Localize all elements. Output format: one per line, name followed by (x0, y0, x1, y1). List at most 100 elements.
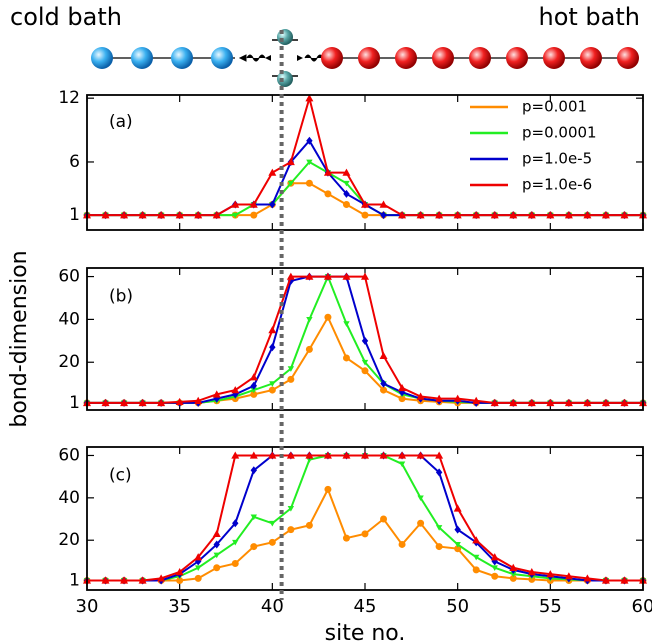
legend-label: p=1.0e-5 (522, 150, 592, 168)
marker (509, 211, 518, 219)
legend-label: p=0.001 (522, 98, 587, 116)
marker (323, 168, 332, 176)
marker (101, 398, 110, 407)
marker (564, 572, 573, 580)
marker (231, 200, 240, 208)
marker (175, 567, 184, 576)
marker (120, 398, 129, 407)
marker (212, 390, 221, 398)
marker (380, 386, 388, 394)
marker (305, 179, 313, 187)
marker (287, 375, 295, 383)
marker (343, 180, 350, 187)
y-tick-label: 1 (69, 393, 80, 413)
marker (453, 504, 462, 512)
x-tick-label: 30 (76, 596, 99, 617)
cold-bath-label: cold bath (10, 3, 122, 31)
y-tick-label: 60 (58, 445, 80, 465)
marker (416, 451, 425, 459)
marker (361, 200, 369, 208)
legend-label: p=0.0001 (522, 124, 597, 142)
marker (398, 461, 406, 468)
marker (527, 567, 536, 576)
marker (194, 574, 202, 582)
marker (342, 451, 351, 459)
marker (249, 451, 258, 459)
marker (379, 200, 388, 208)
marker (101, 576, 110, 584)
marker (305, 272, 314, 280)
marker (232, 519, 239, 528)
marker (249, 373, 258, 381)
marker (250, 211, 258, 219)
panel-label: (b) (109, 286, 133, 306)
marker (232, 212, 239, 219)
marker (361, 272, 369, 280)
marker (157, 574, 166, 582)
marker (306, 136, 313, 145)
marker (564, 211, 573, 219)
marker (269, 381, 276, 387)
marker (435, 211, 444, 219)
marker (583, 398, 592, 407)
hot-bath-label: hot bath (539, 3, 641, 31)
marker (342, 272, 351, 280)
y-tick-label: 1 (69, 205, 80, 225)
marker (416, 392, 425, 400)
marker (583, 211, 592, 219)
marker (138, 576, 147, 584)
marker (305, 521, 313, 529)
marker (583, 574, 592, 582)
marker (601, 576, 610, 584)
y-tick-label: 40 (58, 488, 80, 508)
marker (232, 539, 239, 546)
marker (306, 457, 313, 463)
marker (175, 211, 184, 219)
x-tick-label: 35 (168, 596, 191, 617)
marker (361, 451, 369, 459)
marker (212, 529, 221, 538)
marker (305, 451, 314, 459)
marker (323, 272, 332, 280)
marker (380, 379, 387, 388)
marker (361, 530, 369, 538)
plot-frame (86, 94, 644, 231)
marker (473, 554, 480, 561)
marker (305, 345, 313, 353)
marker (361, 336, 369, 345)
plot-frame (86, 267, 644, 411)
marker (268, 326, 277, 334)
marker (453, 394, 462, 402)
marker (231, 386, 240, 394)
marker (398, 395, 406, 403)
marker (342, 534, 350, 542)
marker (343, 321, 350, 327)
marker (490, 398, 499, 407)
marker (509, 574, 517, 582)
x-tick-label: 55 (539, 596, 562, 617)
series-line (87, 454, 643, 582)
marker (527, 211, 536, 219)
marker (620, 211, 629, 219)
marker (212, 211, 221, 219)
x-axis-label: site no. (325, 621, 406, 644)
marker (269, 520, 276, 527)
marker (250, 543, 258, 551)
y-axis-label: bond-dimension (7, 250, 32, 427)
marker (453, 211, 462, 219)
marker (510, 571, 517, 578)
marker (286, 451, 295, 459)
marker (379, 351, 388, 360)
y-tick-label: 40 (58, 309, 80, 329)
marker (306, 317, 313, 323)
chain-illustration (91, 29, 639, 87)
marker (342, 168, 351, 176)
marker (157, 211, 166, 219)
marker (491, 572, 499, 580)
marker (268, 538, 276, 546)
marker (342, 200, 350, 208)
marker (268, 386, 276, 394)
marker (268, 451, 277, 459)
marker (195, 565, 202, 571)
